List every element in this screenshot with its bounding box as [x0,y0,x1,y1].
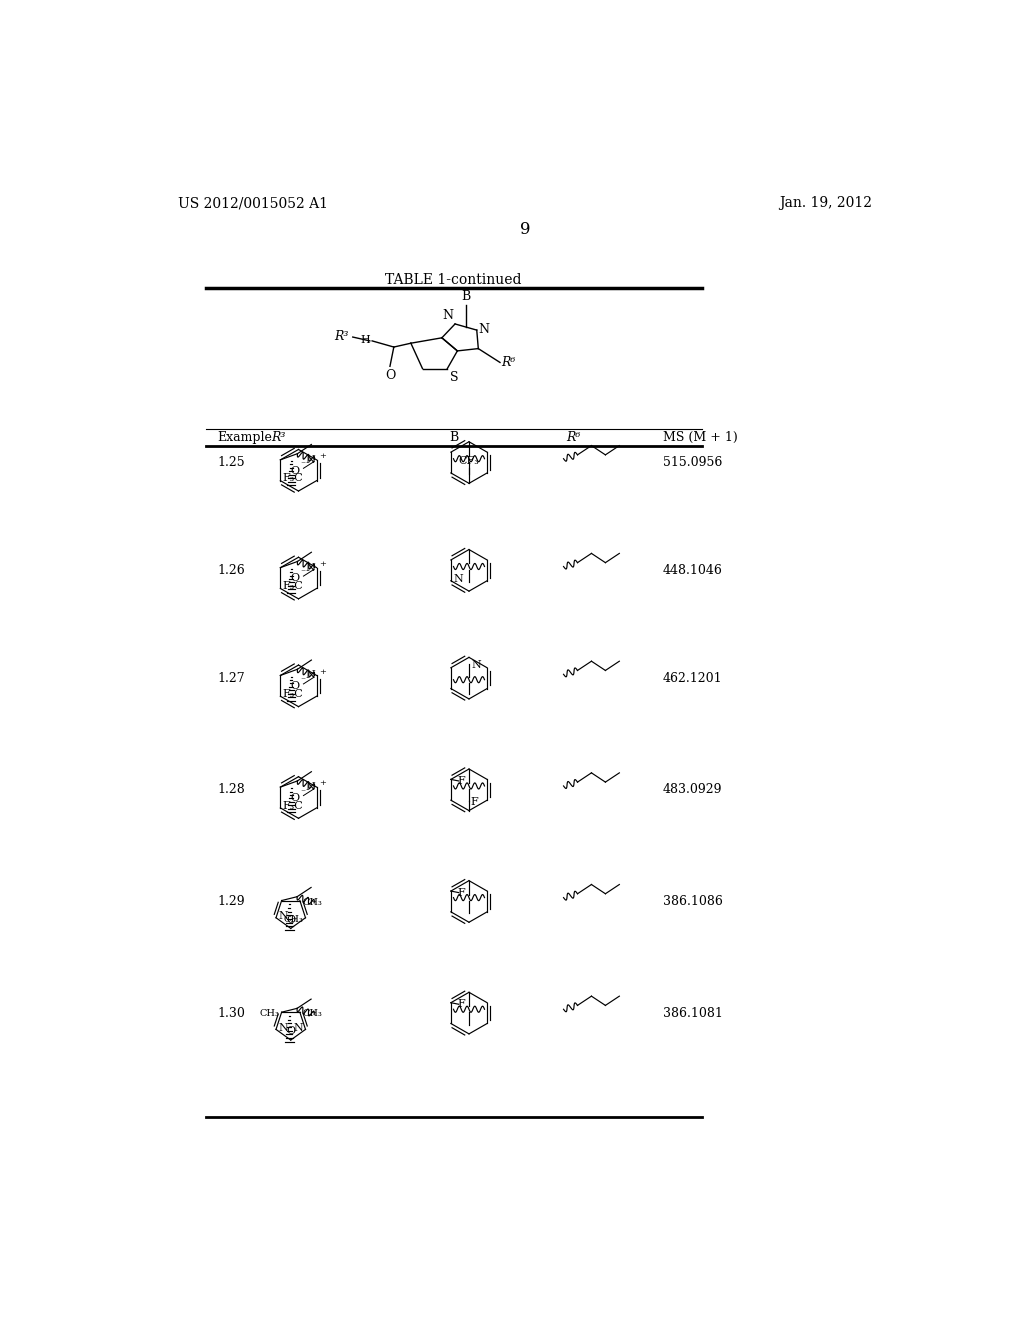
Text: CF₃: CF₃ [459,455,479,466]
Text: R⁶: R⁶ [566,432,581,445]
Text: CH₃: CH₃ [284,915,303,924]
Text: ⁻: ⁻ [300,788,305,797]
Text: F: F [457,887,465,898]
Text: 386.1086: 386.1086 [663,895,723,908]
Text: O: O [291,573,300,583]
Text: US 2012/0015052 A1: US 2012/0015052 A1 [178,197,329,210]
Text: N: N [442,309,454,322]
Text: N: N [454,574,463,585]
Text: N: N [279,1023,288,1032]
Text: 1.26: 1.26 [217,564,245,577]
Text: F₃C: F₃C [283,801,303,810]
Text: F₃C: F₃C [283,581,303,591]
Text: R³: R³ [271,432,286,445]
Text: N: N [305,562,315,573]
Text: F₃C: F₃C [283,474,303,483]
Text: 1.30: 1.30 [217,1007,245,1019]
Text: F: F [471,797,478,807]
Text: 515.0956: 515.0956 [663,455,722,469]
Text: H: H [360,335,370,345]
Text: N: N [305,455,315,465]
Text: O: O [291,466,300,475]
Text: B: B [450,432,459,445]
Text: TABLE 1-continued: TABLE 1-continued [385,273,522,286]
Text: +: + [318,668,326,676]
Text: 1.29: 1.29 [217,895,245,908]
Text: N: N [279,911,288,921]
Text: 1.25: 1.25 [217,455,245,469]
Text: F: F [457,999,465,1010]
Text: CH₃: CH₃ [302,1010,323,1018]
Text: MS (M + 1): MS (M + 1) [663,432,737,445]
Text: N: N [305,671,315,680]
Text: 483.0929: 483.0929 [663,783,722,796]
Text: ⁻: ⁻ [300,569,305,578]
Text: R⁶: R⁶ [502,356,516,370]
Text: O: O [286,915,295,924]
Text: 9: 9 [519,220,530,238]
Text: 386.1081: 386.1081 [663,1007,723,1019]
Text: +: + [318,779,326,787]
Text: +: + [318,451,326,459]
Text: 1.28: 1.28 [217,783,245,796]
Text: ⁻: ⁻ [300,676,305,685]
Text: O: O [286,1026,295,1036]
Text: N: N [471,660,481,669]
Text: O: O [291,793,300,803]
Text: 448.1046: 448.1046 [663,564,723,577]
Text: B: B [461,290,470,304]
Text: N: N [305,783,315,792]
Text: R³: R³ [335,330,349,343]
Text: F: F [457,776,465,785]
Text: N: N [478,323,489,335]
Text: 462.1201: 462.1201 [663,672,722,685]
Text: Example: Example [217,432,272,445]
Text: N: N [294,1023,303,1032]
Text: ⁻: ⁻ [300,461,305,470]
Text: Jan. 19, 2012: Jan. 19, 2012 [779,197,872,210]
Text: CH₃: CH₃ [259,1010,280,1018]
Text: O: O [385,368,395,381]
Text: 1.27: 1.27 [217,672,245,685]
Text: S: S [450,371,458,384]
Text: CH₃: CH₃ [302,898,323,907]
Text: O: O [291,681,300,692]
Text: +: + [318,560,326,568]
Text: F₃C: F₃C [283,689,303,698]
